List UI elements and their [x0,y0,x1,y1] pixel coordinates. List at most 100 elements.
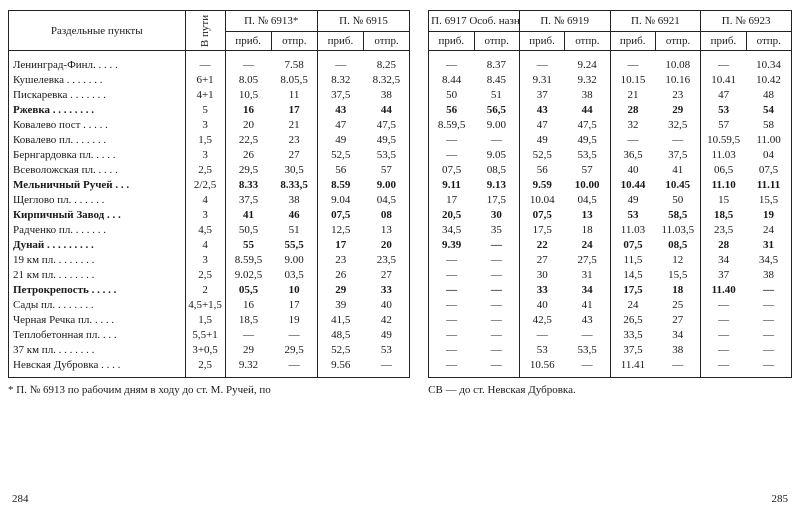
dep-cell: 9.13 [474,178,519,193]
dep-cell: — [474,313,519,328]
dep-cell: 41 [565,298,610,313]
dep-cell: 15,5 [746,193,791,208]
arr-cell: 40 [610,163,655,178]
arr-cell: 11.40 [701,283,746,298]
page-number-right: 285 [772,493,789,505]
station-name: Дунай . . . . . . . . . [9,238,186,253]
dep-cell: 31 [746,238,791,253]
distance: 6+1 [185,73,225,88]
dep-cell: 38 [271,193,317,208]
dep-cell: 8.33,5 [271,178,317,193]
dep-cell: 25 [655,298,700,313]
distance: 3 [185,148,225,163]
dep-cell: 27 [655,313,700,328]
dep-cell: 10.42 [746,73,791,88]
dep-cell: — [474,268,519,283]
arr-cell: 9.02,5 [225,268,271,283]
arr-cell: 34,5 [429,223,474,238]
hdr-dep: отпр. [655,32,700,51]
hdr-train-6921: П. № 6921 [610,11,701,32]
arr-cell: 33,5 [610,328,655,343]
arr-cell: 47 [317,118,363,133]
arr-cell: 28 [701,238,746,253]
arr-cell: 18,5 [701,208,746,223]
dep-cell: 7.58 [271,51,317,73]
arr-cell: 8.05 [225,73,271,88]
arr-cell: — [429,51,474,73]
arr-cell: 23 [317,253,363,268]
hdr-train-6913: П. № 6913* [225,11,317,32]
arr-cell: — [519,51,564,73]
dep-cell: 38 [655,343,700,358]
distance: 3 [185,253,225,268]
dep-cell: 13 [364,223,410,238]
arr-cell: 10.44 [610,178,655,193]
dep-cell: — [364,358,410,378]
arr-cell: 26 [317,268,363,283]
station-name: Всеволожская пл. . . . . [9,163,186,178]
station-name: 37 км пл. . . . . . . . [9,343,186,358]
dep-cell: — [474,253,519,268]
arr-cell: — [429,328,474,343]
arr-cell: 30 [519,268,564,283]
distance: 3 [185,208,225,223]
arr-cell: 9.32 [225,358,271,378]
dep-cell: 11 [271,88,317,103]
dep-cell: 21 [271,118,317,133]
dep-cell: 24 [565,238,610,253]
dep-cell: — [474,343,519,358]
arr-cell: 43 [317,103,363,118]
arr-cell: — [610,51,655,73]
dep-cell: 38 [565,88,610,103]
arr-cell: 8.59 [317,178,363,193]
left-footnote: * П. № 6913 по рабочим дням в ходу до ст… [8,384,410,396]
dep-cell: 19 [746,208,791,223]
arr-cell: — [701,298,746,313]
dep-cell: 8.45 [474,73,519,88]
dep-cell: 9.00 [474,118,519,133]
arr-cell: 11.03 [610,223,655,238]
dep-cell: — [655,133,700,148]
dep-cell: — [474,298,519,313]
dep-cell: 35 [474,223,519,238]
dep-cell: — [271,358,317,378]
arr-cell: 41 [225,208,271,223]
dep-cell: 11.00 [746,133,791,148]
arr-cell: 33 [519,283,564,298]
arr-cell: 28 [610,103,655,118]
dep-cell: 58,5 [655,208,700,223]
right-footnote: СВ — до ст. Невская Дубровка. [428,384,792,396]
station-name: Петрокрепость . . . . . [9,283,186,298]
arr-cell: 14,5 [610,268,655,283]
dep-cell: 20 [364,238,410,253]
distance: 2 [185,283,225,298]
dep-cell: 04 [746,148,791,163]
distance: 1,5 [185,133,225,148]
arr-cell: 11.10 [701,178,746,193]
dep-cell: 34 [655,328,700,343]
dep-cell: 18 [565,223,610,238]
arr-cell: 16 [225,103,271,118]
dep-cell: 9.32 [565,73,610,88]
hdr-dep: отпр. [364,32,410,51]
dep-cell: 51 [271,223,317,238]
arr-cell: 26 [225,148,271,163]
dep-cell: 15,5 [655,268,700,283]
dep-cell: — [474,358,519,378]
dep-cell: 41 [655,163,700,178]
dep-cell: 47,5 [364,118,410,133]
dep-cell: 04,5 [565,193,610,208]
arr-cell: — [701,313,746,328]
arr-cell: 10.15 [610,73,655,88]
arr-cell: 07,5 [429,163,474,178]
station-name: Пискаревка . . . . . . . [9,88,186,103]
dep-cell: — [746,298,791,313]
arr-cell: 9.31 [519,73,564,88]
arr-cell: — [701,51,746,73]
dep-cell: 23 [271,133,317,148]
arr-cell: 55 [225,238,271,253]
station-name: Ковалево пл. . . . . . . [9,133,186,148]
distance: 5 [185,103,225,118]
arr-cell: 48,5 [317,328,363,343]
arr-cell: 56 [317,163,363,178]
